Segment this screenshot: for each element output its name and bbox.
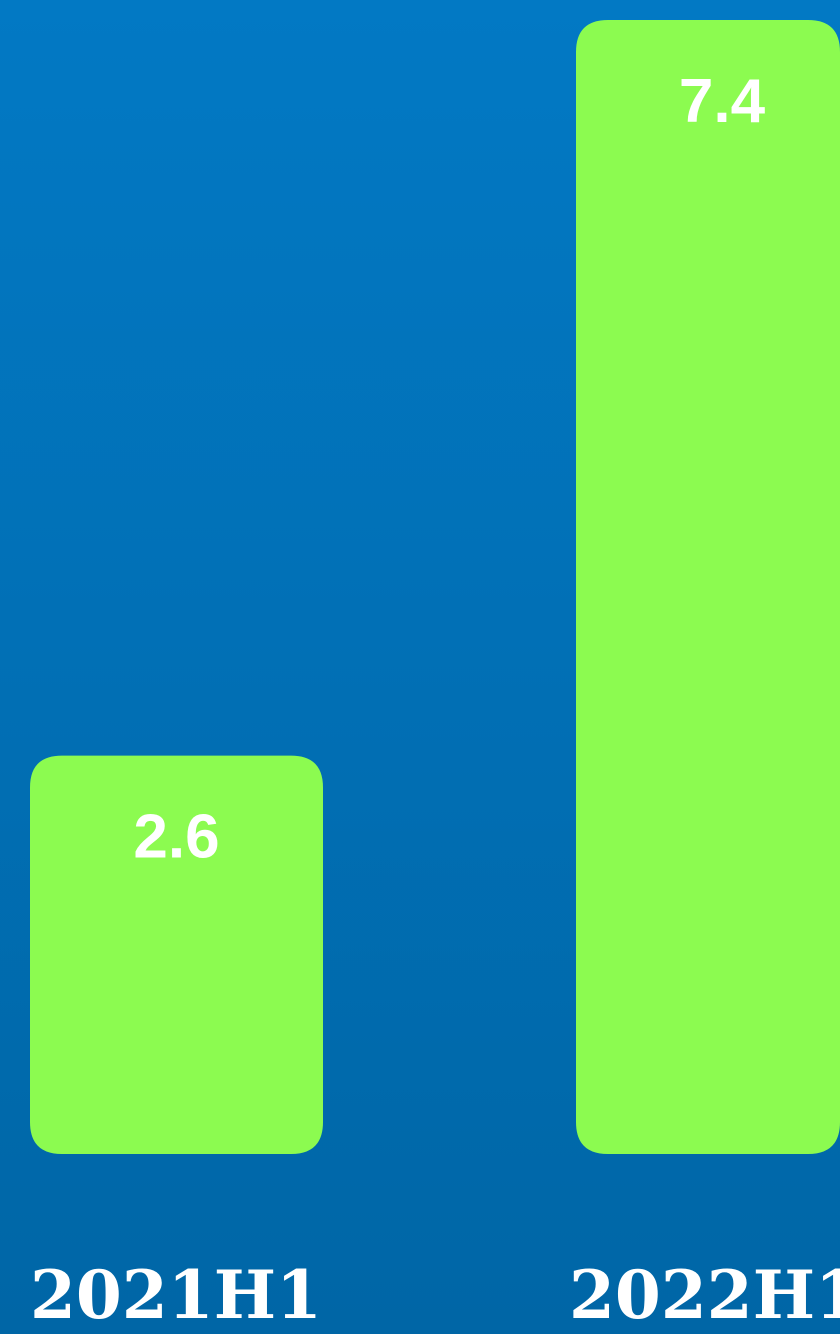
bar-value-label: 7.4 [679,67,766,136]
x-tick-label: 2022H1 [569,1256,840,1334]
bar-2021H1 [30,755,323,1154]
value-labels-layer: 2.6 7.4 [133,67,765,872]
bar-value-label: 2.6 [133,803,219,872]
bar-2022H1 [576,20,840,1154]
x-axis-ticks: 2021H1 2022H1 [30,1256,840,1334]
bars-layer [30,20,840,1154]
x-tick-label: 2021H1 [30,1256,322,1334]
